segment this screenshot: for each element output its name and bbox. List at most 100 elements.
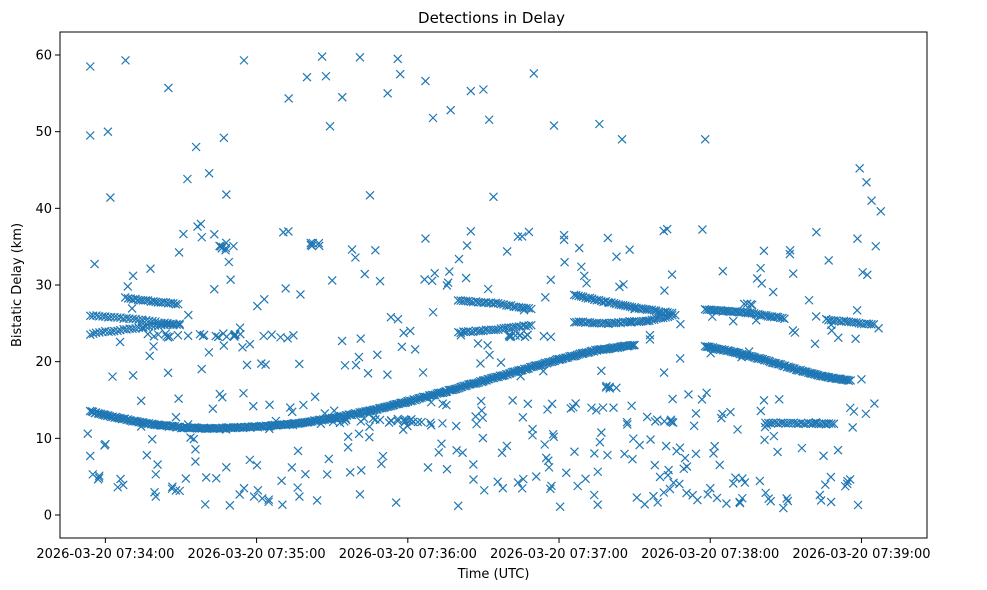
data-point — [476, 359, 485, 368]
data-point — [810, 339, 820, 349]
data-point — [421, 234, 430, 243]
data-point — [759, 246, 769, 256]
data-point — [85, 451, 95, 461]
data-point — [466, 327, 476, 337]
data-point — [598, 403, 608, 413]
data-point — [728, 316, 738, 326]
data-point — [442, 280, 452, 290]
data-point — [398, 425, 408, 435]
data-point — [427, 276, 437, 286]
data-point — [566, 404, 576, 413]
data-point — [386, 416, 396, 425]
data-point — [852, 305, 862, 315]
data-point — [393, 414, 403, 424]
data-point — [151, 469, 161, 479]
data-point — [219, 133, 229, 143]
data-point — [458, 448, 468, 458]
data-point — [804, 295, 814, 305]
data-point — [811, 312, 821, 321]
data-point — [785, 245, 795, 255]
data-point — [397, 342, 407, 352]
data-point — [413, 417, 423, 427]
data-point — [343, 432, 353, 442]
data-point — [709, 449, 718, 458]
data-point — [337, 92, 347, 102]
data-point — [191, 457, 200, 466]
data-point — [622, 417, 632, 427]
data-point — [568, 402, 578, 412]
data-point — [682, 488, 691, 498]
data-point — [127, 304, 137, 313]
data-point — [797, 443, 807, 453]
data-point — [225, 500, 235, 510]
data-point — [153, 460, 162, 469]
data-point — [659, 286, 669, 295]
data-point — [399, 328, 409, 338]
data-point — [143, 295, 153, 305]
data-point — [356, 334, 366, 343]
data-point — [529, 68, 539, 78]
data-point — [630, 340, 640, 350]
data-point — [226, 275, 236, 285]
data-point — [239, 483, 249, 493]
data-point — [516, 371, 526, 381]
x-tick-label: 2026-03-20 07:37:00 — [490, 547, 628, 562]
data-point — [461, 273, 471, 283]
data-point — [712, 493, 722, 503]
data-point — [843, 476, 852, 486]
data-point — [642, 412, 652, 422]
data-point — [497, 371, 507, 381]
data-point — [253, 485, 263, 495]
data-point — [142, 450, 152, 460]
data-point — [405, 326, 415, 336]
data-point — [284, 94, 294, 103]
data-point — [668, 394, 677, 404]
data-point — [469, 475, 478, 484]
data-point — [612, 252, 621, 262]
data-point — [195, 329, 205, 339]
data-point — [531, 472, 541, 481]
data-point — [462, 241, 472, 250]
data-point — [136, 422, 146, 431]
data-point — [844, 376, 854, 386]
data-point — [264, 424, 274, 434]
data-point — [861, 409, 871, 419]
data-point — [773, 447, 783, 457]
data-point — [277, 500, 287, 510]
data-point — [499, 300, 508, 309]
data-point — [489, 192, 498, 202]
x-tick-label: 2026-03-20 07:38:00 — [641, 547, 779, 562]
data-point — [589, 449, 599, 458]
data-point — [824, 256, 834, 265]
data-point — [108, 372, 117, 382]
data-point — [294, 359, 304, 369]
data-point — [521, 364, 531, 374]
data-point — [295, 492, 304, 502]
data-point — [256, 359, 266, 368]
data-point — [265, 400, 274, 410]
data-point — [517, 231, 527, 241]
y-tick-label: 50 — [35, 125, 52, 140]
data-point — [456, 330, 466, 340]
data-point — [862, 270, 872, 280]
data-point — [498, 483, 508, 493]
data-point — [560, 257, 570, 267]
data-point — [735, 497, 745, 507]
data-point — [700, 134, 710, 144]
data-point — [308, 238, 318, 248]
data-point — [496, 299, 506, 309]
data-point — [174, 248, 184, 257]
data-point — [649, 491, 658, 501]
y-tick-label: 20 — [35, 355, 52, 370]
data-point — [238, 342, 247, 352]
data-point — [632, 493, 642, 503]
data-point — [762, 356, 772, 365]
data-point — [472, 419, 482, 429]
data-point — [191, 444, 200, 454]
data-point — [355, 52, 365, 62]
data-point — [376, 459, 386, 469]
data-point — [546, 332, 556, 342]
data-point — [193, 222, 202, 232]
data-point — [783, 496, 793, 506]
